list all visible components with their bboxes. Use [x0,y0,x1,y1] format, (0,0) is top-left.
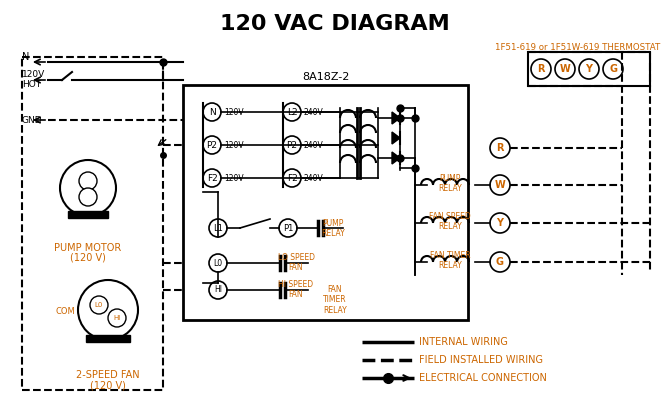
Text: P1: P1 [283,223,293,233]
Circle shape [490,252,510,272]
Bar [528,52,650,86]
Text: PUMP
RELAY: PUMP RELAY [438,173,462,193]
Text: 240V: 240V [304,140,324,150]
Polygon shape [392,132,400,144]
Circle shape [60,160,116,216]
Circle shape [79,188,97,206]
Bar [183,85,468,320]
Circle shape [90,296,108,314]
Circle shape [490,213,510,233]
Bar [68,211,108,218]
Text: 120 VAC DIAGRAM: 120 VAC DIAGRAM [220,14,450,34]
Text: P2: P2 [287,140,297,150]
Circle shape [203,103,221,121]
Text: (120 V): (120 V) [90,380,126,390]
Text: FAN
TIMER
RELAY: FAN TIMER RELAY [323,285,347,315]
Polygon shape [392,112,400,124]
Text: N: N [208,108,215,116]
Text: G: G [609,64,617,74]
Text: 120V: 120V [224,140,244,150]
Text: W: W [559,64,570,74]
Text: F2: F2 [206,173,217,183]
Circle shape [283,169,301,187]
Text: FAN TIMER
RELAY: FAN TIMER RELAY [429,251,470,270]
Circle shape [209,254,227,272]
Text: N: N [22,52,29,62]
Circle shape [79,172,97,190]
Text: R: R [496,143,504,153]
Text: L0: L0 [95,302,103,308]
Circle shape [203,136,221,154]
Text: HI: HI [214,285,222,295]
Text: COM: COM [55,308,75,316]
Text: HOT: HOT [22,80,41,88]
Text: 1F51-619 or 1F51W-619 THERMOSTAT: 1F51-619 or 1F51W-619 THERMOSTAT [495,43,661,52]
Text: P2: P2 [206,140,218,150]
Circle shape [209,219,227,237]
Circle shape [279,219,297,237]
Text: (120 V): (120 V) [70,253,106,263]
Circle shape [555,59,575,79]
Text: HI SPEED
FAN: HI SPEED FAN [279,279,314,299]
Text: L2: L2 [287,108,297,116]
Text: 240V: 240V [304,173,324,183]
Text: Y: Y [586,64,592,74]
Text: 120V: 120V [224,173,244,183]
Text: GND: GND [22,116,43,124]
Text: PUMP
RELAY: PUMP RELAY [321,219,345,238]
Text: F2: F2 [287,173,297,183]
Text: R: R [537,64,545,74]
Circle shape [531,59,551,79]
Text: ELECTRICAL CONNECTION: ELECTRICAL CONNECTION [419,373,547,383]
Text: 120V: 120V [22,70,46,78]
Text: L1: L1 [213,223,223,233]
Circle shape [209,281,227,299]
Text: 8A18Z-2: 8A18Z-2 [302,72,349,82]
Circle shape [78,280,138,340]
Polygon shape [392,152,400,164]
Text: LO SPEED
FAN: LO SPEED FAN [277,253,314,272]
Text: 2-SPEED FAN: 2-SPEED FAN [76,370,140,380]
Circle shape [490,138,510,158]
Text: HI: HI [113,315,121,321]
Text: Y: Y [496,218,503,228]
Text: FIELD INSTALLED WIRING: FIELD INSTALLED WIRING [419,355,543,365]
Circle shape [283,103,301,121]
Text: 120V: 120V [224,108,244,116]
Bar [86,335,130,342]
Text: 240V: 240V [304,108,324,116]
Text: FAN SPEED
RELAY: FAN SPEED RELAY [429,212,471,231]
Text: PUMP MOTOR: PUMP MOTOR [54,243,122,253]
Circle shape [490,175,510,195]
Text: INTERNAL WIRING: INTERNAL WIRING [419,337,508,347]
Circle shape [203,169,221,187]
Circle shape [108,309,126,327]
Text: G: G [496,257,504,267]
Text: L0: L0 [214,259,222,267]
Circle shape [603,59,623,79]
Circle shape [283,136,301,154]
Text: W: W [494,180,505,190]
Circle shape [579,59,599,79]
